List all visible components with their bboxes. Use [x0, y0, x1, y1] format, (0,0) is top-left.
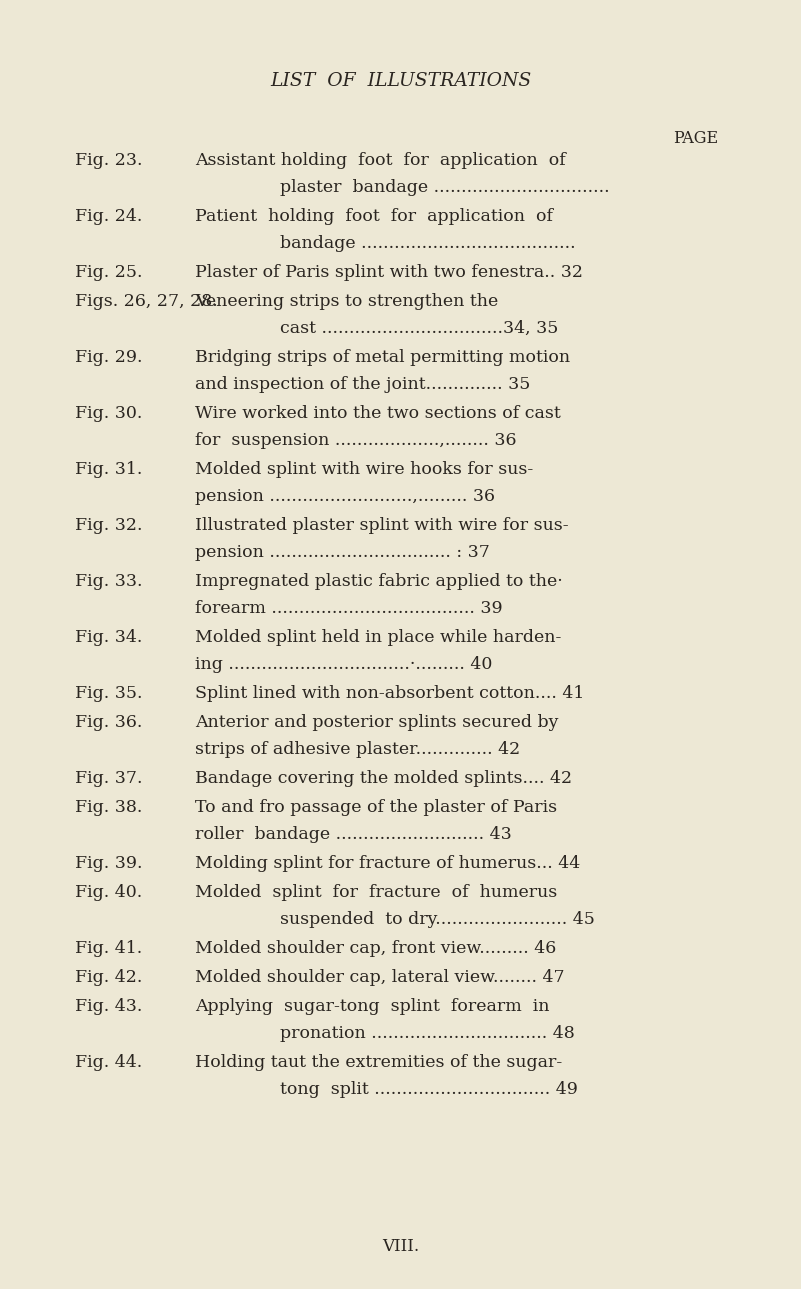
Text: ing .................................·......... 40: ing .................................·..… [195, 656, 493, 673]
Text: suspended  to dry........................ 45: suspended to dry........................… [280, 911, 595, 928]
Text: Fig. 35.: Fig. 35. [75, 684, 143, 703]
Text: Fig. 43.: Fig. 43. [75, 998, 143, 1014]
Text: pension ................................. : 37: pension ................................… [195, 544, 490, 561]
Text: Veneering strips to strengthen the: Veneering strips to strengthen the [195, 293, 498, 309]
Text: Impregnated plastic fabric applied to the·: Impregnated plastic fabric applied to th… [195, 574, 563, 590]
Text: Figs. 26, 27, 28.: Figs. 26, 27, 28. [75, 293, 218, 309]
Text: for  suspension ...................,........ 36: for suspension ...................,.....… [195, 432, 517, 449]
Text: Molded shoulder cap, lateral view........ 47: Molded shoulder cap, lateral view.......… [195, 969, 565, 986]
Text: Splint lined with non-absorbent cotton.... 41: Splint lined with non-absorbent cotton..… [195, 684, 585, 703]
Text: forearm ..................................... 39: forearm ................................… [195, 599, 502, 617]
Text: and inspection of the joint.............. 35: and inspection of the joint.............… [195, 376, 530, 393]
Text: LIST  OF  ILLUSTRATIONS: LIST OF ILLUSTRATIONS [270, 72, 531, 90]
Text: roller  bandage ........................... 43: roller bandage .........................… [195, 826, 512, 843]
Text: Anterior and posterior splints secured by: Anterior and posterior splints secured b… [195, 714, 558, 731]
Text: Assistant holding  foot  for  application  of: Assistant holding foot for application o… [195, 152, 566, 169]
Text: Fig. 44.: Fig. 44. [75, 1054, 143, 1071]
Text: Plaster of Paris splint with two fenestra.. 32: Plaster of Paris splint with two fenestr… [195, 264, 583, 281]
Text: Molded shoulder cap, front view......... 46: Molded shoulder cap, front view.........… [195, 940, 556, 956]
Text: Fig. 31.: Fig. 31. [75, 461, 143, 478]
Text: Molding splint for fracture of humerus... 44: Molding splint for fracture of humerus..… [195, 855, 580, 871]
Text: Fig. 39.: Fig. 39. [75, 855, 143, 871]
Text: Fig. 29.: Fig. 29. [75, 349, 143, 366]
Text: pronation ................................ 48: pronation ..............................… [280, 1025, 575, 1042]
Text: Molded  splint  for  fracture  of  humerus: Molded splint for fracture of humerus [195, 884, 557, 901]
Text: Holding taut the extremities of the sugar-: Holding taut the extremities of the suga… [195, 1054, 562, 1071]
Text: Wire worked into the two sections of cast: Wire worked into the two sections of cas… [195, 405, 561, 422]
Text: pension ..........................,......... 36: pension ..........................,.....… [195, 489, 495, 505]
Text: tong  split ................................ 49: tong split .............................… [280, 1081, 578, 1098]
Text: Fig. 25.: Fig. 25. [75, 264, 143, 281]
Text: Fig. 33.: Fig. 33. [75, 574, 143, 590]
Text: Fig. 37.: Fig. 37. [75, 770, 143, 788]
Text: Fig. 23.: Fig. 23. [75, 152, 143, 169]
Text: Fig. 41.: Fig. 41. [75, 940, 143, 956]
Text: Fig. 32.: Fig. 32. [75, 517, 143, 534]
Text: Fig. 24.: Fig. 24. [75, 208, 143, 226]
Text: Bandage covering the molded splints.... 42: Bandage covering the molded splints.... … [195, 770, 572, 788]
Text: VIII.: VIII. [382, 1237, 419, 1255]
Text: Molded splint held in place while harden-: Molded splint held in place while harden… [195, 629, 562, 646]
Text: bandage .......................................: bandage ................................… [280, 235, 576, 253]
Text: PAGE: PAGE [673, 130, 718, 147]
Text: Illustrated plaster splint with wire for sus-: Illustrated plaster splint with wire for… [195, 517, 569, 534]
Text: Applying  sugar-tong  splint  forearm  in: Applying sugar-tong splint forearm in [195, 998, 549, 1014]
Text: Molded splint with wire hooks for sus-: Molded splint with wire hooks for sus- [195, 461, 533, 478]
Text: plaster  bandage ................................: plaster bandage ........................… [280, 179, 610, 196]
Text: Fig. 42.: Fig. 42. [75, 969, 143, 986]
Text: Fig. 34.: Fig. 34. [75, 629, 143, 646]
Text: Bridging strips of metal permitting motion: Bridging strips of metal permitting moti… [195, 349, 570, 366]
Text: Fig. 30.: Fig. 30. [75, 405, 143, 422]
Text: Fig. 38.: Fig. 38. [75, 799, 143, 816]
Text: Fig. 40.: Fig. 40. [75, 884, 143, 901]
Text: cast .................................34, 35: cast .................................34… [280, 320, 558, 336]
Text: Fig. 36.: Fig. 36. [75, 714, 143, 731]
Text: To and fro passage of the plaster of Paris: To and fro passage of the plaster of Par… [195, 799, 557, 816]
Text: Patient  holding  foot  for  application  of: Patient holding foot for application of [195, 208, 553, 226]
Text: strips of adhesive plaster.............. 42: strips of adhesive plaster..............… [195, 741, 521, 758]
